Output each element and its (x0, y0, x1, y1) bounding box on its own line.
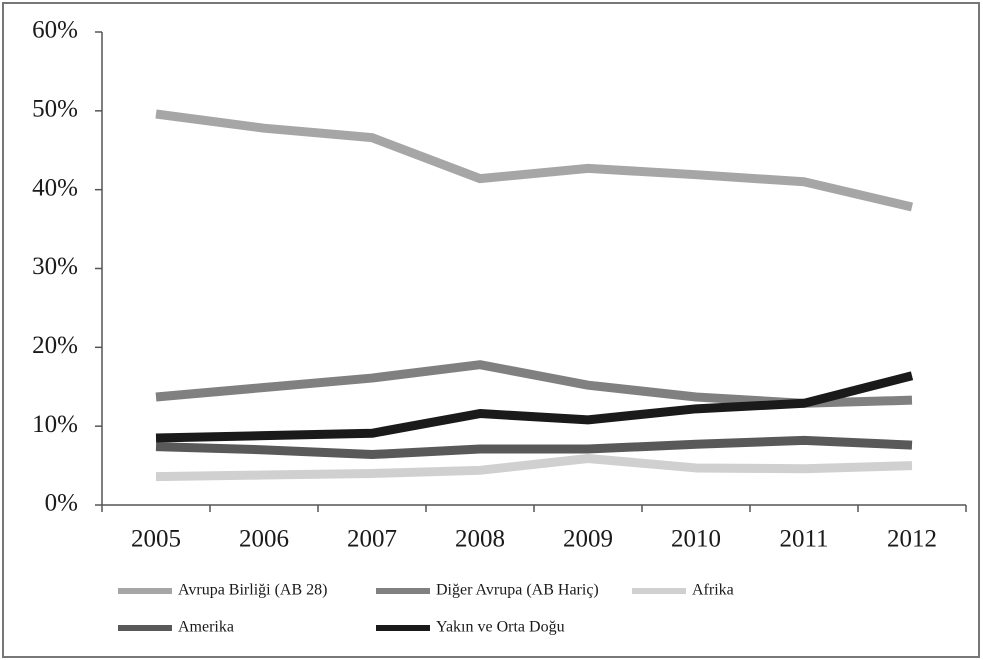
series-line (155, 360, 913, 408)
series-line (155, 435, 913, 460)
y-tick-label: 10% (32, 411, 78, 438)
y-tick-label: 0% (45, 490, 78, 517)
y-tick-label: 50% (32, 96, 78, 123)
y-tick-label: 20% (32, 332, 78, 359)
x-tick-label: 2009 (563, 526, 613, 553)
series-line (155, 109, 914, 212)
legend-label: Diğer Avrupa (AB Hariç) (436, 582, 599, 599)
x-tick-label: 2012 (887, 526, 937, 553)
x-tick-label: 2011 (779, 526, 828, 553)
y-tick-label: 40% (32, 174, 78, 201)
legend-label: Afrika (692, 582, 734, 599)
legend-label: Yakın ve Orta Doğu (436, 619, 565, 636)
legend-label: Amerika (178, 619, 234, 636)
y-tick-label: 30% (32, 253, 78, 280)
x-tick-label: 2010 (671, 526, 721, 553)
x-tick-label: 2006 (239, 526, 289, 553)
y-tick-label: 60% (32, 17, 78, 44)
x-tick-label: 2005 (131, 526, 181, 553)
x-tick-label: 2007 (347, 526, 397, 553)
series-line (155, 453, 913, 482)
x-tick-label: 2008 (455, 526, 505, 553)
legend-label: Avrupa Birliği (AB 28) (178, 582, 327, 599)
series-line (155, 371, 914, 443)
